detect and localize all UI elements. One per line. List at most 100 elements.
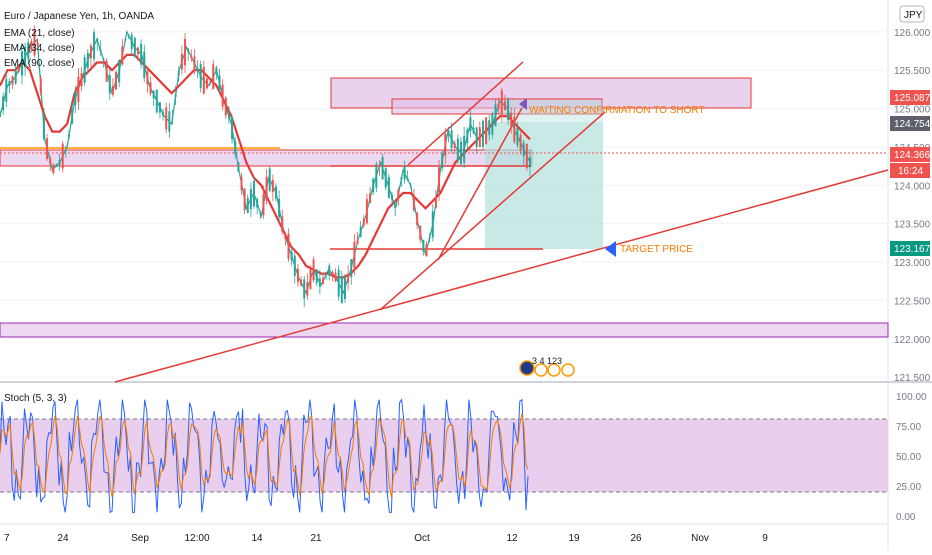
candle-body	[121, 46, 124, 65]
wedge-lower[interactable]	[437, 107, 523, 261]
stoch-k-series	[0, 398, 529, 514]
stoch-axis[interactable]: 100.00 75.00 50.00 25.00 0.00	[896, 392, 927, 523]
candle-body	[397, 190, 400, 200]
candle-body	[381, 157, 384, 180]
stoch-tick-label: 0.00	[896, 512, 916, 523]
time-tick-label: 9	[762, 533, 768, 544]
candle-body	[133, 37, 136, 58]
candle-body	[124, 39, 127, 41]
time-tick-label: Sep	[131, 533, 149, 544]
candle-body	[199, 64, 202, 89]
candle-body	[108, 74, 111, 94]
candle-body	[300, 279, 303, 286]
candle-body	[403, 166, 406, 180]
candle-body	[394, 205, 397, 208]
candle-body	[221, 84, 224, 107]
candle-body	[89, 45, 92, 59]
event-icon-2	[534, 363, 548, 377]
candle-body	[140, 43, 143, 65]
candle-body	[281, 216, 284, 232]
candle-body	[162, 112, 165, 116]
candle-body	[99, 48, 102, 51]
rising-channel-lower[interactable]	[379, 111, 606, 311]
candle-body	[513, 116, 516, 142]
time-tick-label: Nov	[691, 533, 709, 544]
candle-body	[46, 138, 49, 159]
candle-body	[412, 195, 415, 211]
price-tick-label: 125.500	[894, 66, 931, 77]
stoch-tick-label: 25.00	[896, 482, 921, 493]
waiting-annotation: WAITING CONFIRMATION TO SHORT	[529, 105, 705, 116]
candle-body	[111, 86, 114, 95]
resistance-zone-inner[interactable]	[391, 98, 603, 115]
candle-body	[416, 212, 419, 226]
event-icon-4	[561, 363, 575, 377]
candle-body	[343, 276, 346, 299]
candle-body	[24, 46, 27, 68]
price-label-resistance-text: 125.087	[894, 93, 931, 104]
time-tick-label: 26	[630, 533, 642, 544]
candle-body	[296, 268, 299, 282]
entry-zone[interactable]	[0, 149, 533, 167]
legend-symbol: Euro / Japanese Yen, 1h, OANDA	[4, 11, 154, 22]
candle-body	[165, 107, 168, 130]
candle-body	[447, 130, 450, 136]
candle-body	[278, 198, 281, 218]
price-label-target-text: 123.167	[894, 244, 931, 255]
major-trend-line[interactable]	[114, 169, 889, 383]
target-box[interactable]	[485, 122, 603, 249]
candle-body	[347, 273, 350, 283]
candle-body	[406, 178, 409, 181]
candles	[0, 25, 531, 308]
time-tick-label: Oct	[414, 533, 430, 544]
candle-body	[409, 186, 412, 188]
target-arrow-icon	[605, 241, 616, 257]
candle-body	[42, 116, 45, 139]
candle-body	[494, 104, 497, 127]
currency-badge[interactable]	[899, 5, 925, 23]
candle-body	[290, 251, 293, 261]
candle-body	[425, 244, 428, 257]
legend-ema-34: EMA (34, close)	[4, 43, 75, 54]
candle-body	[93, 32, 96, 59]
time-axis[interactable]: 7 24 Sep 12:00 14 21 Oct 12 19 26 Nov 9	[4, 533, 768, 544]
candle-body	[441, 153, 444, 169]
candle-body	[359, 226, 362, 237]
stoch-title: Stoch (5, 3, 3)	[4, 393, 67, 404]
candle-body	[522, 142, 525, 157]
candle-body	[149, 82, 152, 94]
candle-body	[102, 58, 105, 61]
candle-body	[362, 218, 365, 226]
candle-body	[519, 134, 522, 151]
target-annotation: TARGET PRICE	[620, 244, 693, 255]
rising-channel-upper[interactable]	[407, 61, 524, 166]
candle-body	[215, 67, 218, 74]
candle-body	[422, 239, 425, 252]
candle-body	[497, 103, 500, 108]
candle-body	[259, 212, 262, 214]
candle-body	[96, 38, 99, 42]
candle-body	[372, 178, 375, 193]
candle-body	[274, 186, 277, 199]
event-icons[interactable]: 3 4 123	[519, 356, 575, 377]
candle-body	[475, 127, 478, 147]
target-box-upper[interactable]	[503, 100, 603, 122]
candle-body	[171, 118, 174, 120]
candle-body	[481, 120, 484, 147]
candle-body	[20, 51, 23, 76]
candle-body	[5, 79, 8, 102]
price-tick-label: 124.000	[894, 181, 931, 192]
candle-body	[58, 160, 61, 165]
candle-body	[456, 138, 459, 161]
waiting-arrow-icon	[519, 98, 527, 110]
candle-body	[14, 69, 17, 84]
candle-body	[287, 233, 290, 259]
price-tick-label: 122.500	[894, 296, 931, 307]
support-zone[interactable]	[0, 322, 889, 338]
candle-body	[453, 143, 456, 149]
candle-body	[249, 188, 252, 209]
candle-body	[27, 42, 30, 59]
candle-body	[328, 265, 331, 276]
candle-body	[49, 158, 52, 165]
